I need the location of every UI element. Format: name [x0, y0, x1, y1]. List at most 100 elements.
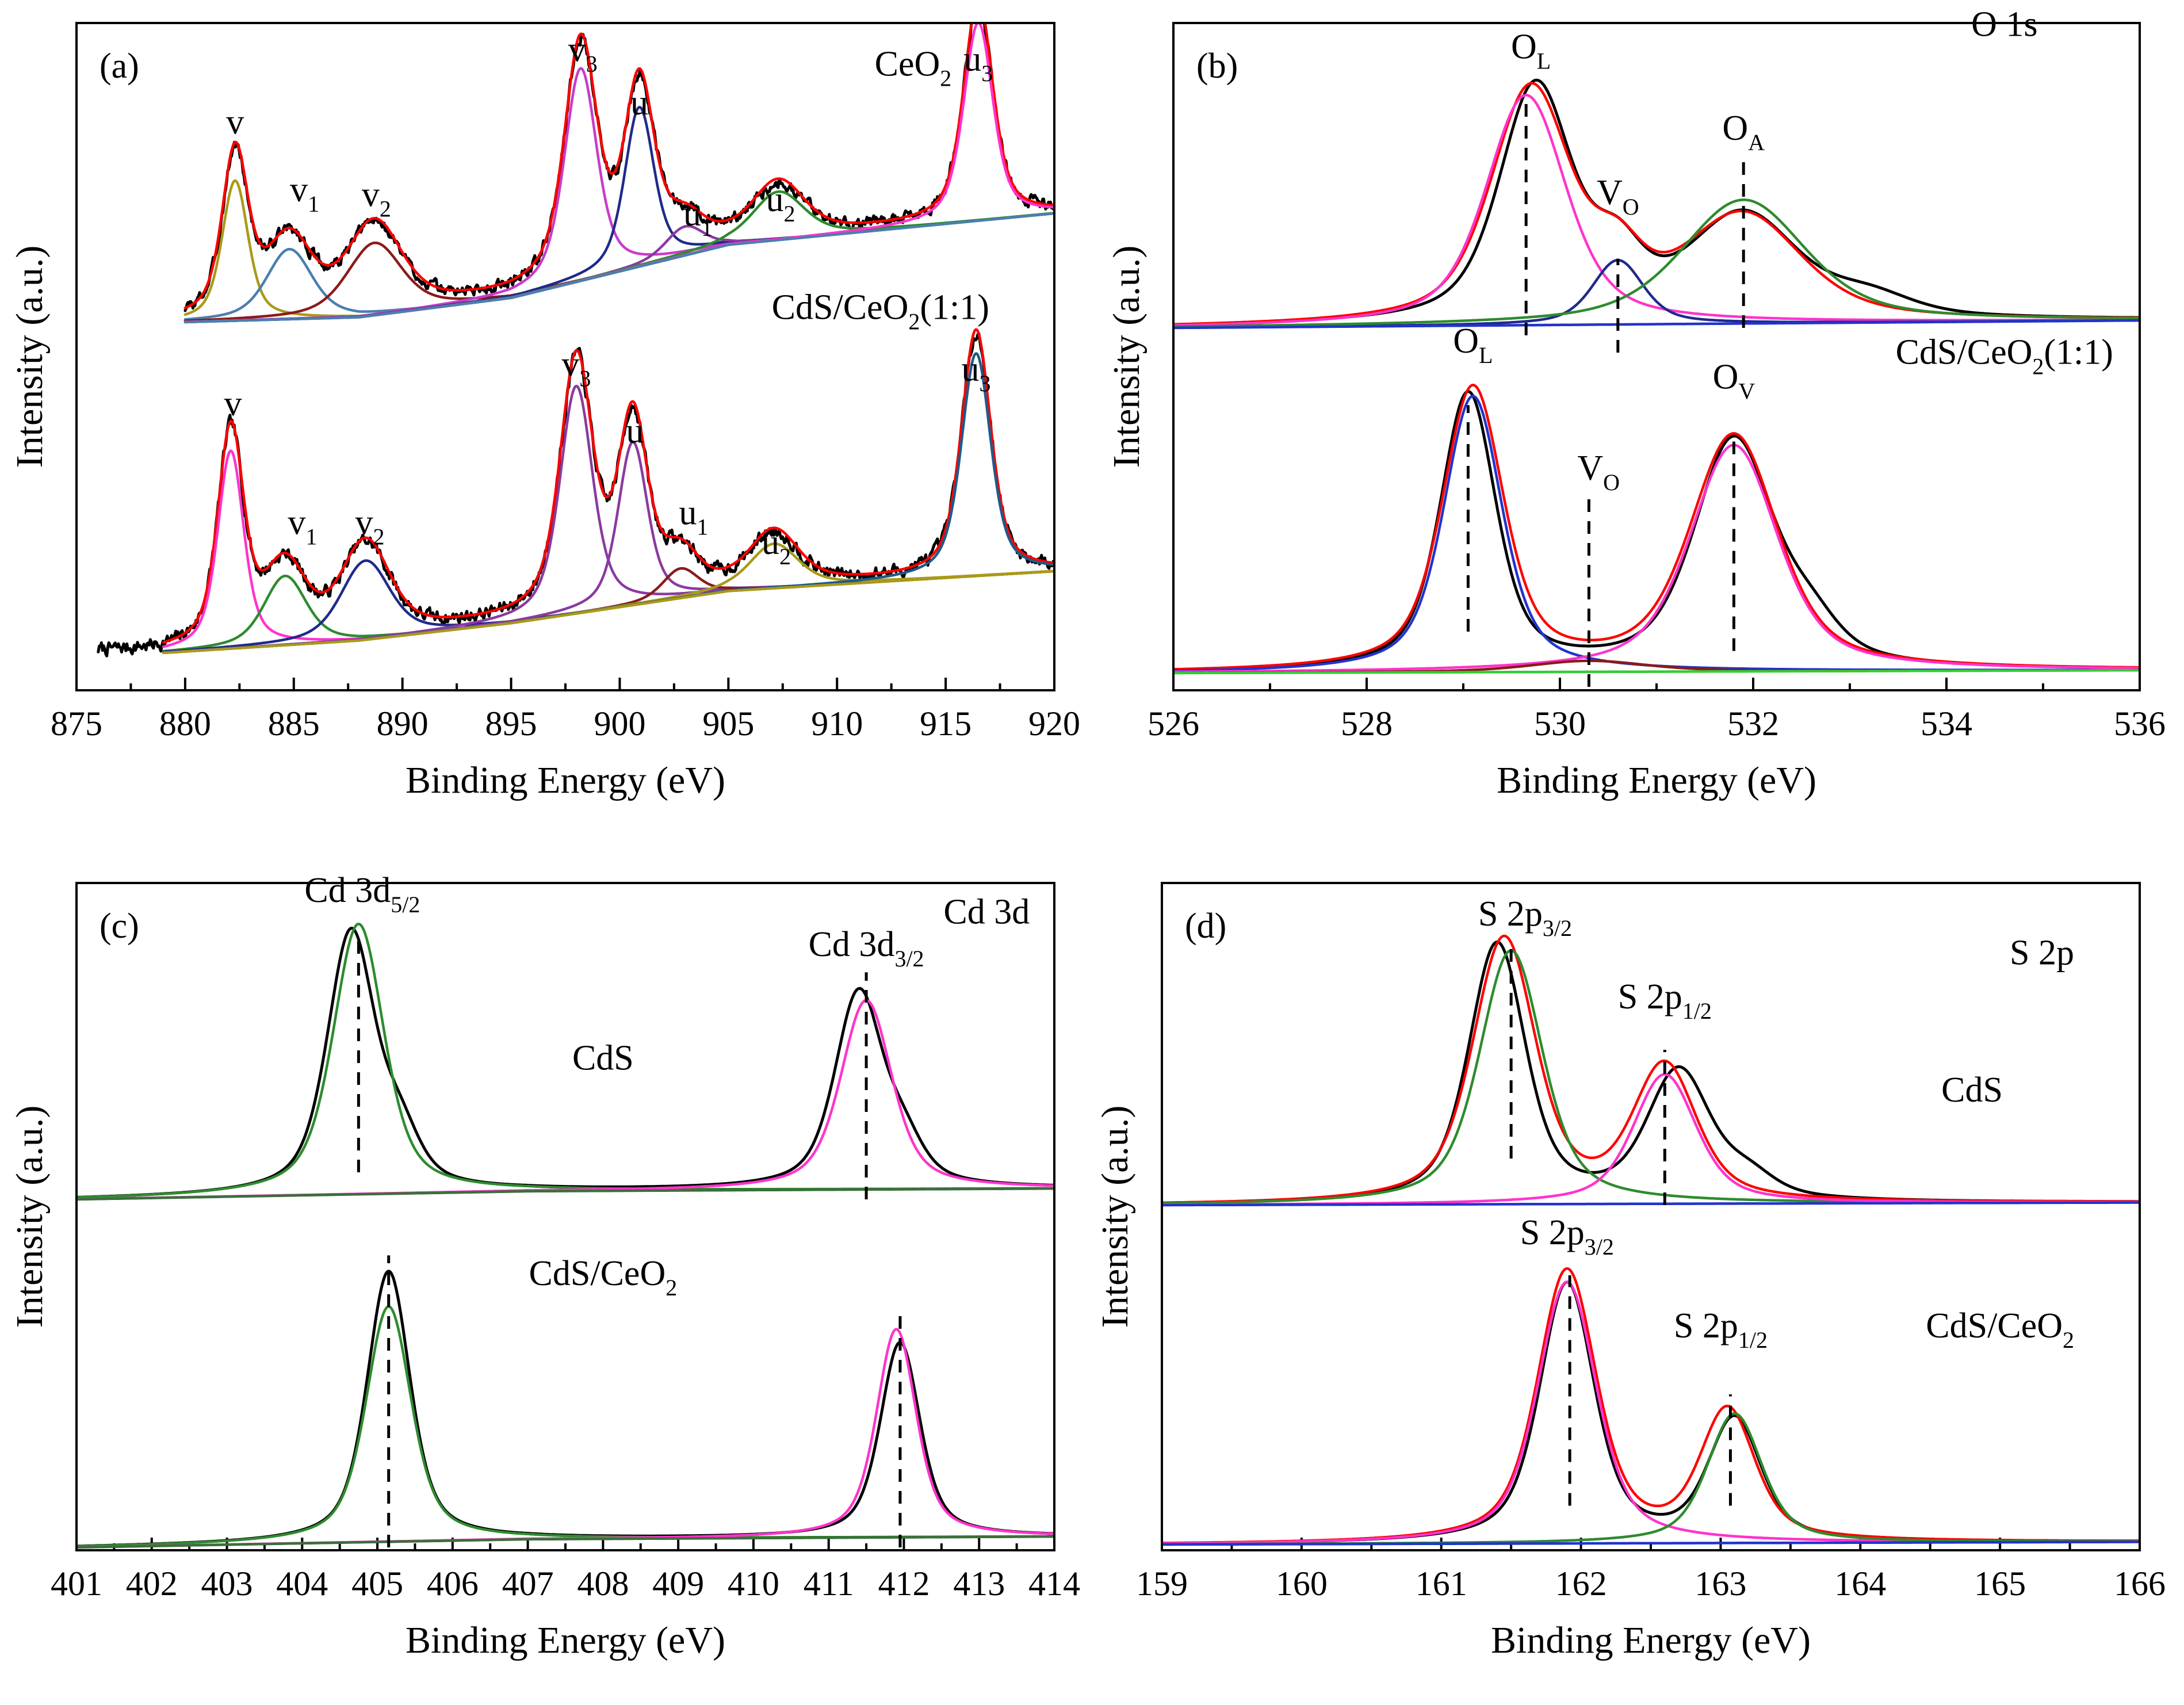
label-b-OV-2: OV: [1713, 358, 1755, 404]
label-a-v1: v1: [290, 170, 319, 217]
label-a-u2: u2: [766, 180, 795, 227]
label-cd-5-2: Cd 3d5/2: [304, 871, 420, 918]
x-tick-label: 915: [920, 705, 971, 743]
panel-label: (a): [100, 47, 139, 86]
x-tick-label: 875: [51, 705, 102, 743]
y-axis-title: Intensity (a.u.): [1094, 1106, 1136, 1328]
x-tick-label: 528: [1341, 705, 1393, 743]
plot-frame: [75, 882, 1055, 1551]
x-tick-label: 405: [351, 1565, 403, 1603]
label-o1s-sample: CdS/CeO2(1:1): [1896, 332, 2113, 379]
series-o-1s-cds-ceo2-fit-envelope: [1175, 384, 2139, 671]
x-tick-label: 408: [577, 1565, 629, 1603]
series-group: [1175, 78, 2139, 675]
series-o-l-cds-ceo2: [1175, 395, 2139, 672]
series-cds-ceo2-1-1-u1: [162, 567, 1053, 655]
series-cds-ceo2-1-1-u: [162, 441, 1053, 655]
x-tick-label: 536: [2114, 705, 2166, 743]
x-tick-label: 526: [1148, 705, 1199, 743]
panel-label: (d): [1185, 907, 1226, 946]
x-tick-label: 890: [377, 705, 429, 743]
panel-label: (b): [1196, 47, 1238, 86]
x-tick-label: 162: [1555, 1565, 1607, 1603]
x-tick-label: 410: [728, 1565, 779, 1603]
series-cds-ceo2-1-1-background: [162, 569, 1053, 655]
x-tick-label: 413: [953, 1565, 1005, 1603]
label-cd-cds: CdS: [572, 1038, 634, 1077]
series-cd-3d3-2-cds-ceo2: [78, 1328, 1053, 1549]
x-tick-label: 920: [1028, 705, 1080, 743]
series-cds-ceo2-1-1-v: [162, 449, 1053, 648]
label-s-3-2-a: S 2p3/2: [1478, 894, 1572, 941]
series-group: [78, 922, 1053, 1549]
label-b-u1: u1: [679, 493, 708, 540]
series-group: [97, 24, 1053, 657]
series-ceo2-background: [183, 212, 1053, 324]
label-b-v: v: [224, 384, 242, 423]
x-axis-title: Binding Energy (eV): [1491, 1619, 1811, 1661]
label-a-u3: u3: [963, 40, 993, 86]
series-cds-ceo2-1-1-fit-envelope: [162, 328, 1053, 644]
series-cd-3d-cds-background: [78, 1187, 1053, 1201]
label-a-v2: v2: [362, 175, 391, 221]
series-o-v-cds-ceo2: [1175, 444, 2139, 674]
x-tick-label: 412: [878, 1565, 930, 1603]
x-tick-label: 161: [1416, 1565, 1467, 1603]
panel-d: 159 160 161 162 163 164 165 166 Binding Energy (…: [1094, 882, 2166, 1661]
series-o-l-ceo2: [1175, 94, 2139, 327]
label-b-u3: u3: [962, 350, 991, 396]
x-tick-label: 403: [201, 1565, 253, 1603]
series-o-a-ceo2: [1175, 198, 2139, 328]
y-axis-title: Intensity (a.u.): [1106, 246, 1148, 468]
series-ceo2-fit-envelope: [183, 24, 1053, 309]
x-tick-label: 166: [2114, 1565, 2166, 1603]
label-b-OA-1: OA: [1722, 109, 1765, 155]
series-cd-3d-cds-ceo2-background: [78, 1535, 1053, 1549]
label-s-1-2-a: S 2p1/2: [1618, 977, 1712, 1024]
series-o-1s-cds-ceo2-background: [1175, 668, 2139, 675]
panel-b: 526 528 530 532 534 536 Binding Energy (eV) Int…: [1106, 5, 2166, 801]
x-tick-label: 164: [1834, 1565, 1886, 1603]
label-s-1-2-b: S 2p1/2: [1674, 1306, 1768, 1353]
x-axis-title: Binding Energy (eV): [406, 1619, 725, 1661]
label-cd3d-title: Cd 3d: [943, 893, 1030, 932]
label-s-cdsceo2: CdS/CeO2: [1926, 1306, 2074, 1353]
label-a-v: v: [226, 102, 244, 142]
label-b-v3: v3: [561, 345, 591, 391]
label-sample-ceo2: CeO2: [875, 45, 952, 91]
x-axis-title: Binding Energy (eV): [406, 759, 725, 801]
label-b-u2: u2: [762, 523, 791, 569]
x-tick-label: 880: [159, 705, 211, 743]
x-tick-label: 910: [811, 705, 863, 743]
x-tick-label: 411: [804, 1565, 854, 1603]
x-tick-label: 900: [594, 705, 645, 743]
series-o-1s-ceo2-raw: [1175, 78, 2139, 327]
label-a-u: u: [630, 83, 648, 123]
series-cd-3d-cds-ceo2-raw: [78, 1270, 1053, 1548]
x-tick-label: 160: [1276, 1565, 1328, 1603]
series-cd-3d5-2-cds-ceo2: [78, 1305, 1053, 1548]
series-group: [1163, 934, 2139, 1546]
label-b-VO-1: VO: [1597, 173, 1639, 220]
x-tick-label: 885: [268, 705, 320, 743]
x-tick-label: 895: [485, 705, 537, 743]
x-tick-label: 401: [51, 1565, 102, 1603]
series-s-2p-cds-fit-envelope: [1163, 934, 2139, 1205]
x-tick-label: 402: [126, 1565, 178, 1603]
series-o-1s-ceo2-background: [1175, 319, 2139, 330]
label-b-VO-2: VO: [1577, 449, 1620, 495]
x-tick-label: 404: [276, 1565, 328, 1603]
x-tick-label: 159: [1136, 1565, 1188, 1603]
y-axis-title: Intensity (a.u.): [9, 246, 51, 468]
x-tick-label: 165: [1974, 1565, 2026, 1603]
panel-label: (c): [100, 907, 139, 946]
label-b-OL-2: OL: [1453, 322, 1493, 368]
label-b-v2: v2: [355, 503, 385, 550]
label-sample-cds-ceo2: CdS/CeO2(1:1): [772, 288, 989, 335]
series-s-2p1-2-cds-ceo2: [1163, 1412, 2139, 1546]
panel-c: 401 402 403 404 405 406 407 408 409 410 411 412 413 4…: [9, 871, 1080, 1661]
series-o-1s-cds-ceo2-raw: [1175, 390, 2139, 671]
x-axis-title: Binding Energy (eV): [1497, 759, 1816, 801]
label-b-OL-1: OL: [1511, 27, 1551, 74]
